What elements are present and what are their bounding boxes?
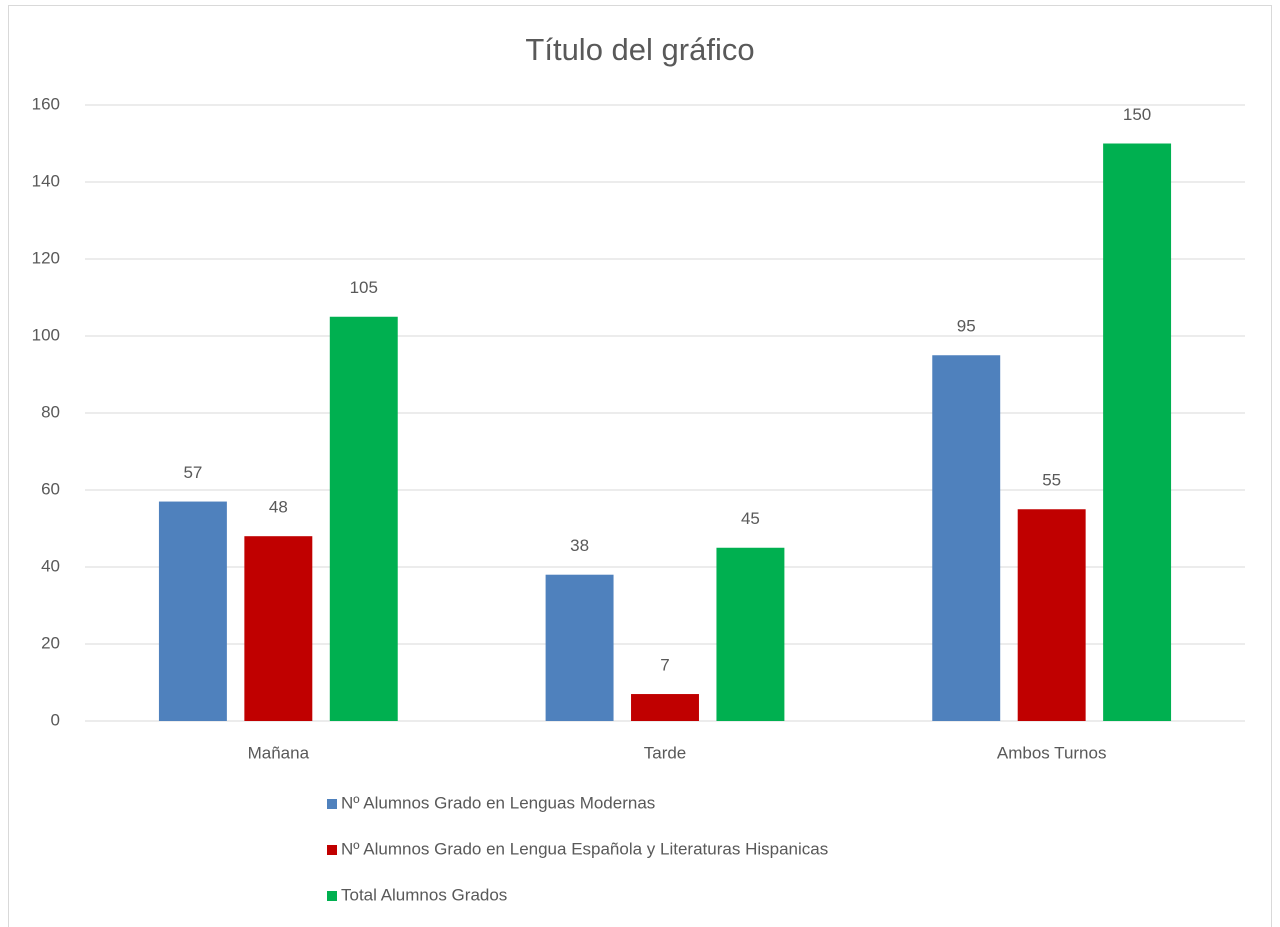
y-tick-label: 80 <box>41 402 60 421</box>
y-tick-label: 40 <box>41 556 60 575</box>
legend-swatch <box>327 891 337 901</box>
data-label: 57 <box>183 463 202 482</box>
legend-label: Total Alumnos Grados <box>341 885 507 904</box>
x-tick-label: Mañana <box>248 743 310 762</box>
bar <box>716 547 785 721</box>
x-tick-label: Ambos Turnos <box>997 743 1107 762</box>
y-tick-label: 120 <box>32 248 60 267</box>
legend-swatch <box>327 845 337 855</box>
bar <box>932 355 1001 721</box>
data-label: 48 <box>269 498 288 517</box>
bar <box>1103 143 1172 721</box>
bar <box>158 501 227 721</box>
legend-swatch <box>327 799 337 809</box>
bar <box>631 694 699 721</box>
y-tick-label: 0 <box>51 710 60 729</box>
chart-title: Título del gráfico <box>525 32 754 67</box>
data-label: 105 <box>350 278 378 297</box>
data-label: 7 <box>660 656 669 675</box>
y-tick-label: 140 <box>32 171 60 190</box>
y-tick-label: 160 <box>32 94 60 113</box>
bar <box>244 536 313 721</box>
data-label: 95 <box>957 317 976 336</box>
data-label: 38 <box>570 536 589 555</box>
bar <box>545 574 614 721</box>
x-tick-label: Tarde <box>644 743 687 762</box>
data-label: 150 <box>1123 105 1151 124</box>
y-tick-label: 20 <box>41 633 60 652</box>
data-label: 45 <box>741 509 760 528</box>
data-label: 55 <box>1042 471 1061 490</box>
legend-label: Nº Alumnos Grado en Lengua Española y Li… <box>341 839 828 858</box>
bar <box>329 316 398 721</box>
legend-label: Nº Alumnos Grado en Lenguas Modernas <box>341 793 655 812</box>
y-tick-label: 100 <box>32 325 60 344</box>
chart-border <box>8 5 1272 927</box>
bar <box>1017 509 1086 721</box>
y-tick-label: 60 <box>41 479 60 498</box>
